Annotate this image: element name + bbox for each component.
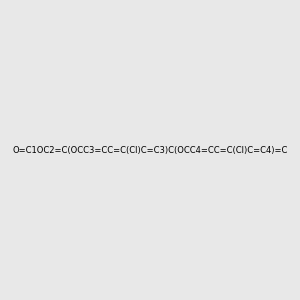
Text: O=C1OC2=C(OCC3=CC=C(Cl)C=C3)C(OCC4=CC=C(Cl)C=C4)=C: O=C1OC2=C(OCC3=CC=C(Cl)C=C3)C(OCC4=CC=C(… [12,146,288,154]
